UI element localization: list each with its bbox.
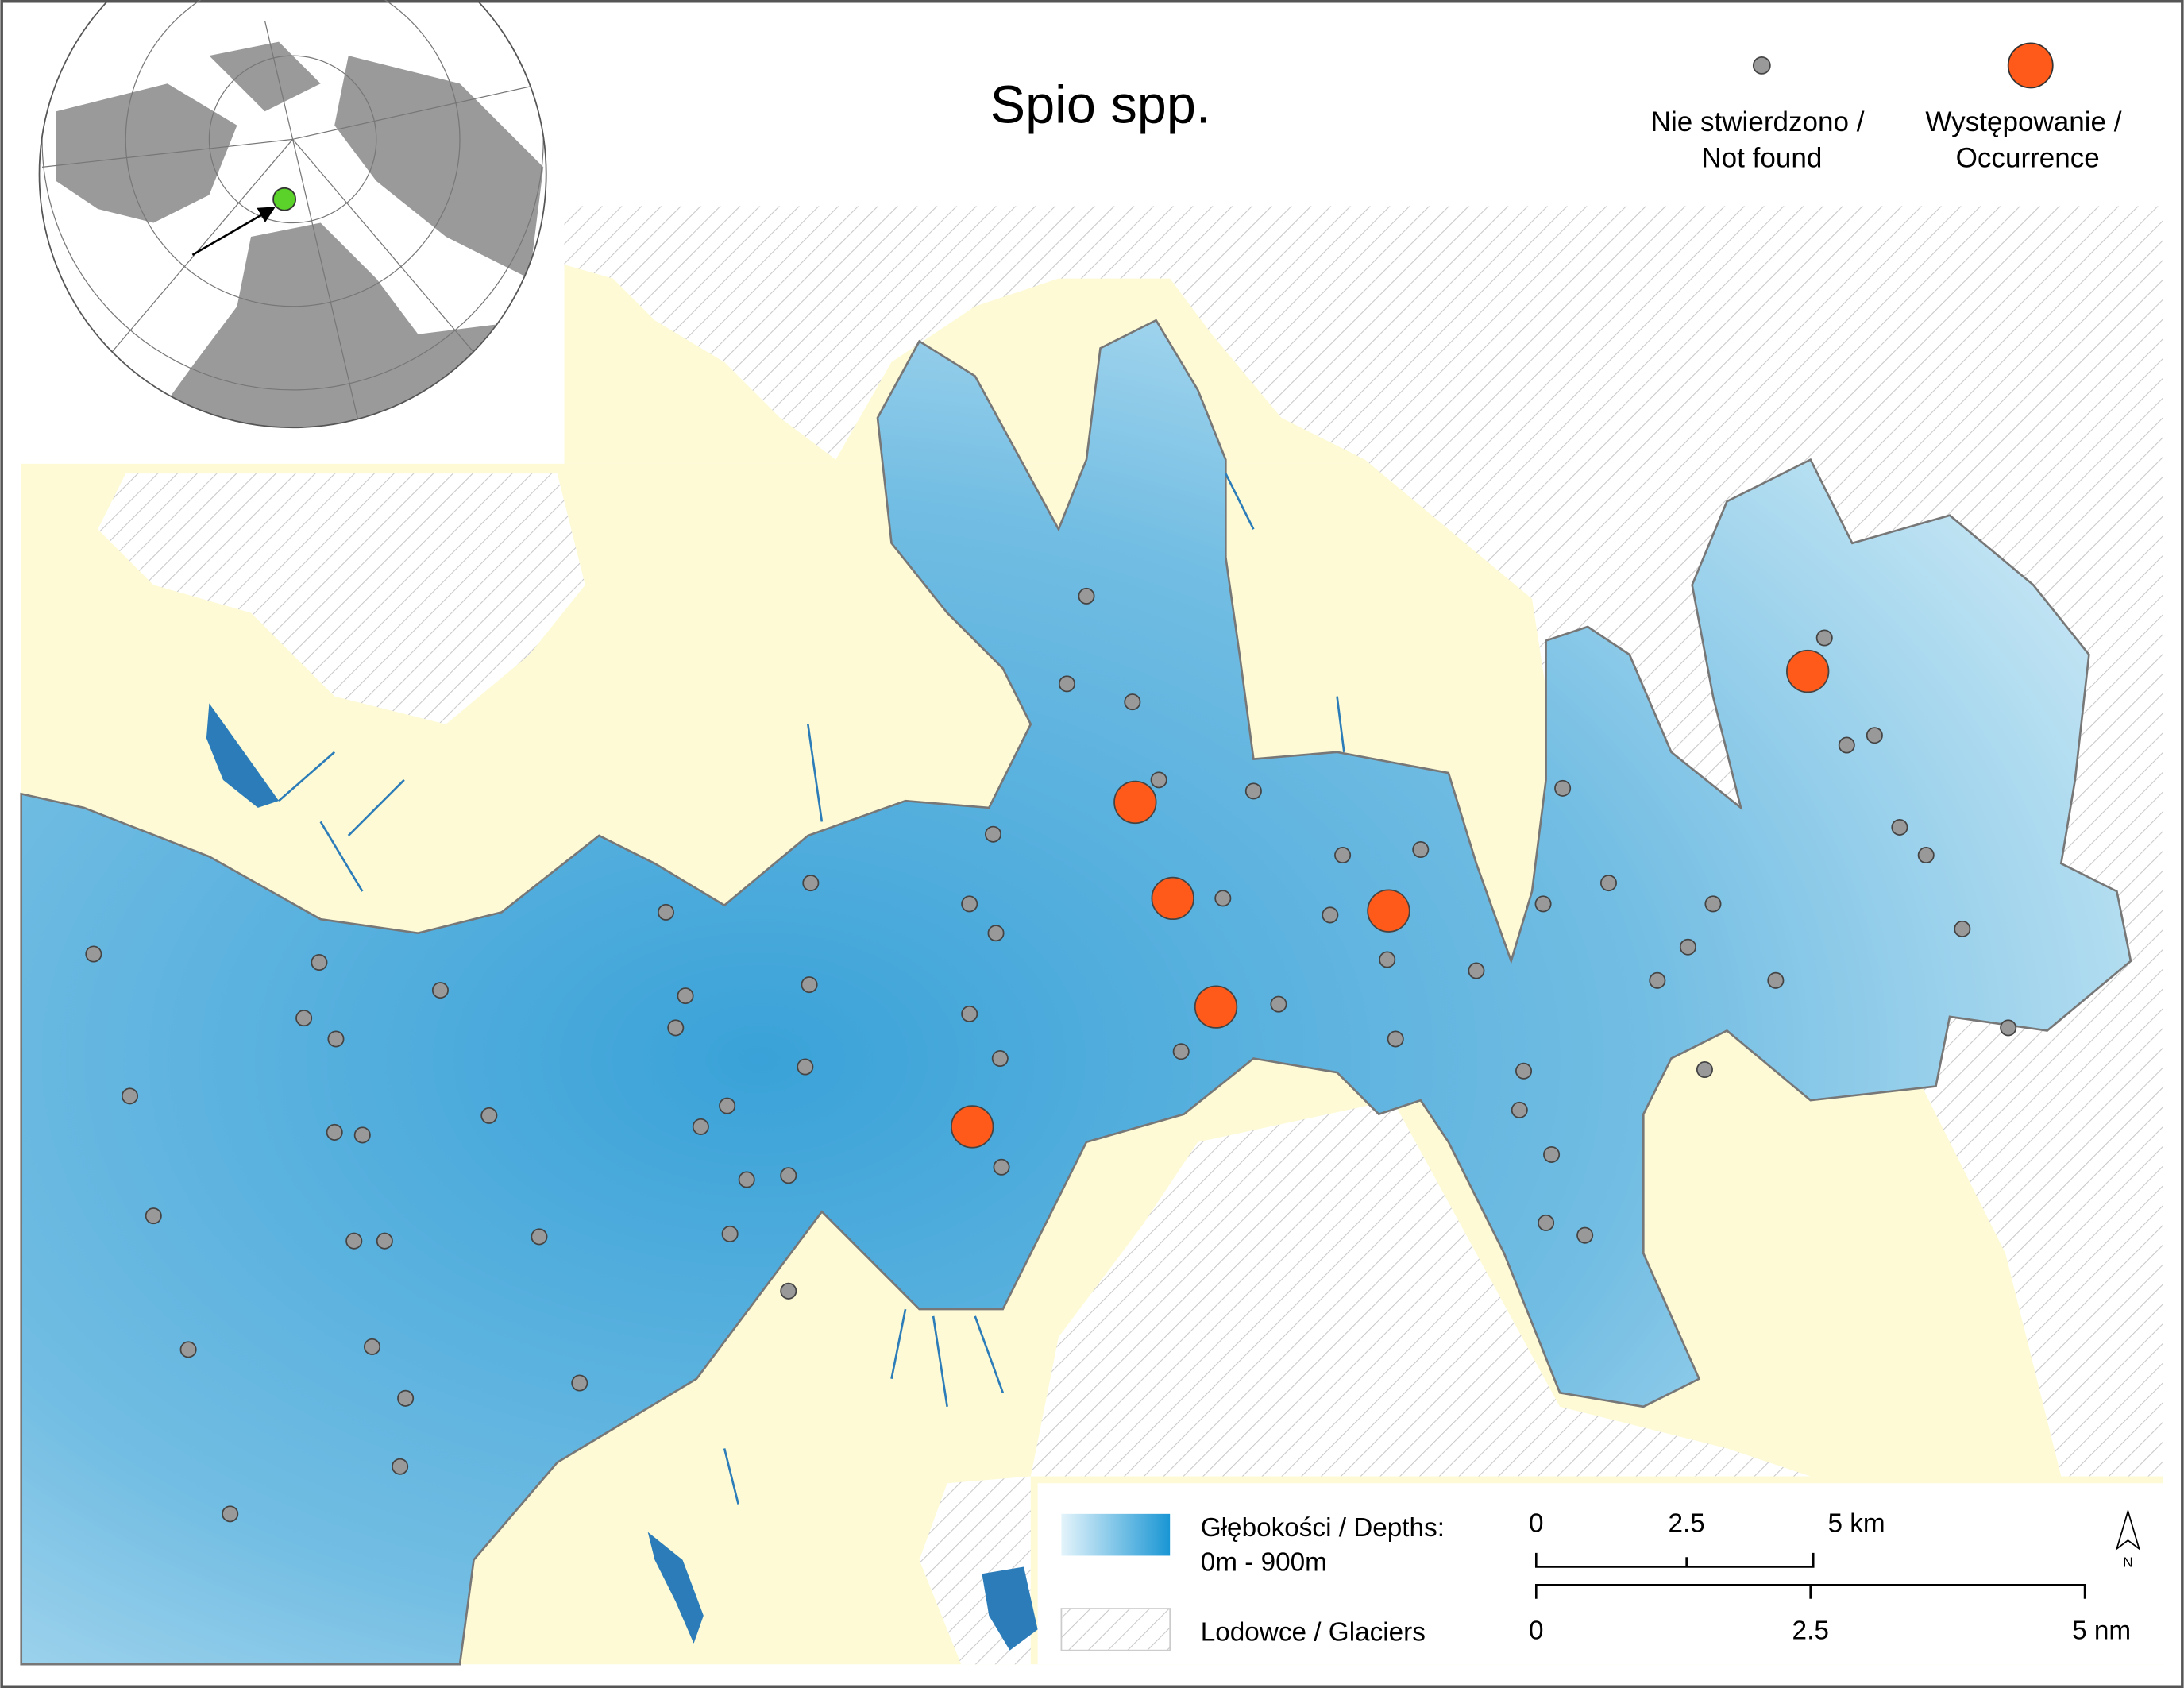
station [295, 1010, 313, 1027]
stations [85, 587, 2017, 1523]
station [1696, 1061, 1713, 1079]
station [1599, 875, 1617, 892]
station [85, 945, 102, 963]
station [1387, 1030, 1404, 1048]
station [677, 987, 694, 1005]
station [392, 1458, 409, 1475]
legend-label: Occurrence [1956, 142, 2100, 173]
scale-label: 2.5 [1792, 1617, 1829, 1646]
station [993, 1158, 1010, 1176]
station [667, 1019, 685, 1037]
station [431, 982, 449, 999]
station [1367, 889, 1410, 933]
station [1113, 780, 1157, 825]
station [991, 1049, 1009, 1068]
station [1270, 995, 1287, 1013]
station [721, 1225, 739, 1242]
station [1468, 962, 1485, 979]
scale-label: 0 [1529, 1617, 1544, 1646]
station [345, 1232, 363, 1250]
station [780, 1282, 797, 1300]
scale-label: 0 [1529, 1509, 1544, 1539]
station [984, 825, 1002, 843]
station [480, 1107, 498, 1124]
map-body [20, 206, 2163, 1666]
station [311, 954, 328, 971]
point-legend: Nie stwierdzono / Not found Występowanie… [1651, 42, 2122, 173]
station [1679, 938, 1696, 956]
station [802, 875, 820, 892]
station [1917, 847, 1935, 864]
station [397, 1389, 415, 1407]
station [1511, 1101, 1528, 1118]
map-legend: Głębokości / Depths: 0m - 900m Lodowce /… [1037, 1483, 2163, 1665]
scale-label: 2.5 [1669, 1509, 1705, 1539]
station [1543, 1145, 1561, 1164]
station [692, 1118, 709, 1135]
scale-label: 5 nm [2072, 1617, 2131, 1646]
station [1379, 951, 1396, 968]
station [1554, 779, 1572, 797]
station [326, 1123, 343, 1141]
scale-label: 5 km [1827, 1509, 1885, 1539]
station [1767, 971, 1785, 989]
legend-label: Lodowce / Glaciers [1201, 1617, 1426, 1647]
station [531, 1228, 548, 1246]
station [1954, 920, 1971, 937]
station [1538, 1214, 1555, 1231]
station [801, 976, 818, 994]
station [364, 1338, 381, 1355]
station [1214, 890, 1232, 907]
station [797, 1058, 814, 1076]
station [327, 1030, 345, 1048]
legend-label: Not found [1701, 142, 1822, 173]
station [145, 1207, 162, 1225]
map-title: Spio spp. [990, 75, 1211, 134]
station [961, 895, 978, 913]
station [1786, 649, 1830, 693]
station [1891, 818, 1908, 836]
station [1078, 587, 1095, 605]
station [719, 1097, 736, 1114]
station [1058, 675, 1075, 693]
legend-label: Występowanie / [1925, 106, 2121, 137]
station [376, 1232, 393, 1250]
north-arrow: N [2123, 1554, 2133, 1570]
station [1838, 736, 1855, 754]
station [179, 1341, 197, 1358]
station [353, 1126, 371, 1144]
station [1244, 782, 1262, 800]
station [1194, 985, 1238, 1029]
station [1704, 895, 1722, 913]
station [987, 925, 1005, 942]
station [1124, 693, 1141, 711]
station [780, 1167, 797, 1184]
inset-globe [21, 0, 565, 439]
station [1150, 771, 1167, 789]
station [1322, 906, 1339, 924]
station [222, 1505, 239, 1523]
station [121, 1087, 138, 1105]
station [738, 1171, 755, 1188]
station [1515, 1062, 1533, 1080]
station [1866, 727, 1883, 744]
legend-label: Głębokości / Depths: [1201, 1513, 1445, 1543]
station [657, 903, 675, 921]
station [2000, 1019, 2017, 1037]
station [1172, 1043, 1190, 1060]
station [1334, 847, 1352, 864]
station [1412, 840, 1430, 859]
station [1576, 1226, 1594, 1244]
station [961, 1005, 978, 1022]
station [1151, 876, 1194, 921]
station [1534, 895, 1552, 913]
station [1815, 629, 1833, 647]
legend-label: 0m - 900m [1201, 1548, 1327, 1578]
station [951, 1105, 994, 1149]
station [1649, 971, 1666, 989]
legend-label: Nie stwierdzono / [1651, 106, 1865, 137]
station [571, 1374, 588, 1392]
